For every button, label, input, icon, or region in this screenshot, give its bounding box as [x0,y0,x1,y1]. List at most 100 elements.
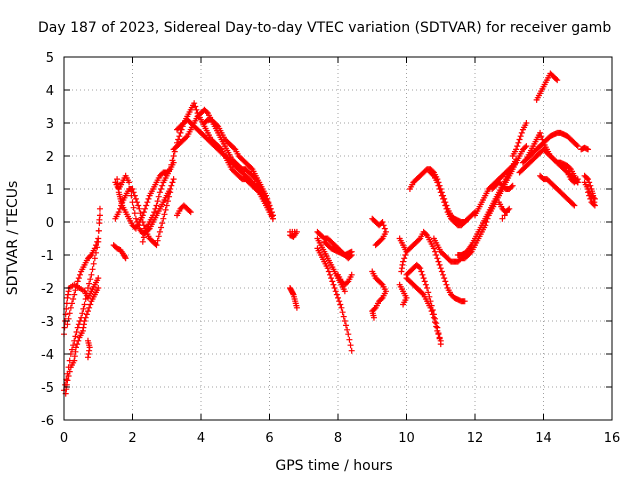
data-point [82,314,89,321]
data-point [554,77,561,84]
data-point [589,200,596,207]
data-point [163,202,170,209]
x-tick-label: 16 [604,431,621,446]
data-point [192,103,199,110]
data-point [74,278,81,285]
data-point [255,184,262,191]
data-point [442,278,449,285]
data-point [139,238,146,245]
series-s38 [533,70,561,103]
data-point [160,215,167,222]
data-point [95,275,102,282]
series-s30 [427,169,472,229]
data-point [170,153,177,159]
y-tick-label: -6 [41,414,54,429]
data-point [516,136,523,143]
data-point [573,177,580,184]
data-point [116,205,123,212]
data-point [143,202,150,209]
data-point [433,252,440,258]
data-point [378,280,385,287]
data-point [437,337,444,344]
data-point [503,209,510,216]
data-point [574,143,581,150]
data-point [434,255,441,262]
data-point [74,324,81,331]
data-point [342,322,349,329]
data-point [213,122,220,129]
series-s35 [519,129,581,166]
data-point [154,198,161,205]
series-s18 [314,245,355,354]
data-point [574,176,581,183]
y-tick-label: 2 [46,150,54,165]
data-point [161,211,168,218]
series-s41 [561,162,581,186]
data-point [585,176,592,183]
data-point [422,281,429,288]
data-point [422,231,429,238]
data-point [67,304,74,311]
data-point [130,189,137,196]
series-s7 [112,172,177,237]
data-point [153,202,160,209]
series-s33 [472,159,520,219]
data-point [72,287,79,294]
data-point [506,205,513,212]
data-point [83,311,90,318]
data-point [91,255,98,262]
data-point [95,285,102,291]
data-point [381,225,388,232]
series-s5 [84,337,93,361]
data-point [167,189,174,196]
data-point [341,318,348,324]
data-point [400,301,407,308]
data-point [398,268,405,275]
data-point [152,205,159,212]
data-point [136,205,143,212]
data-point [333,291,340,298]
data-point [523,143,530,150]
data-point [96,205,103,212]
data-point [96,220,103,227]
data-point [590,194,597,201]
data-point [461,298,468,305]
data-point [167,166,174,173]
data-point [573,142,580,148]
data-point [587,182,594,189]
data-point [95,235,102,242]
series-s40 [537,172,578,209]
data-point [142,205,149,212]
data-point [268,209,275,216]
data-point [193,106,200,113]
data-point [81,301,88,308]
data-point [427,304,434,311]
data-point [159,220,166,227]
data-point [140,209,147,216]
data-point [553,76,560,82]
data-point [75,275,82,282]
grid-lines [64,57,612,420]
data-point [80,305,87,312]
data-point [379,219,386,225]
data-point [344,326,351,333]
data-point [380,222,387,229]
data-point [131,210,138,217]
data-point [420,275,427,282]
data-point [499,215,506,222]
data-point [345,331,352,338]
data-point [269,212,276,219]
data-point [435,258,442,265]
data-point [436,334,443,341]
data-point [115,209,122,216]
data-point [263,192,270,199]
data-point [164,198,171,205]
data-point [265,199,272,206]
data-point [87,253,94,260]
data-point [84,354,91,361]
data-point [416,236,423,243]
data-point [126,179,133,186]
data-point [344,279,351,286]
y-tick-label: 3 [46,117,54,132]
data-point [248,165,255,172]
